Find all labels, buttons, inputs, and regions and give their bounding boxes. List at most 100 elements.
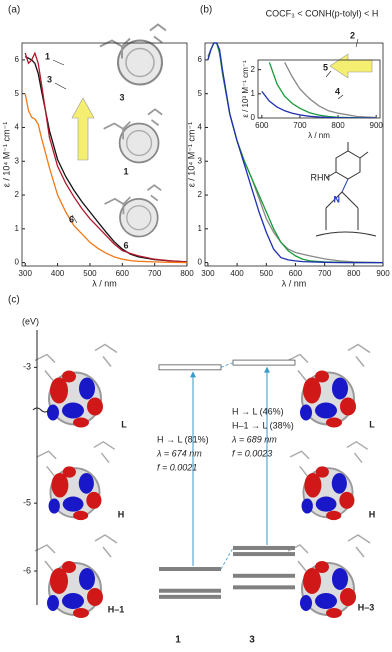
y-tick-label: 4	[198, 123, 203, 132]
x-tick-label: 800	[331, 121, 345, 130]
x-tick-label: 300	[201, 269, 215, 278]
spectrum-line	[24, 93, 188, 264]
spectrum-line	[261, 90, 377, 118]
orbital-label: H	[118, 509, 125, 519]
y-tick-label: 5	[198, 89, 203, 98]
orbital-image	[289, 440, 369, 522]
structure-6	[103, 184, 163, 238]
y-axis-label: ε / 10⁴ M⁻¹ cm⁻¹	[186, 122, 196, 187]
spectrum-line	[207, 42, 383, 264]
x-tick-label: 600	[116, 269, 130, 278]
transition-text: H–1 → L (38%)	[232, 420, 294, 430]
orbital-image	[33, 343, 119, 429]
x-tick-label: 700	[293, 121, 307, 130]
transition-text: H → L (46%)	[232, 406, 284, 416]
x-tick-label: 900	[376, 269, 390, 278]
structure-1	[102, 108, 164, 164]
lumo-level	[232, 359, 296, 366]
x-tick-label: 800	[180, 269, 194, 278]
y-tick-label: 0	[15, 258, 20, 267]
plot-frame	[257, 59, 381, 119]
x-tick-label: 900	[370, 121, 384, 130]
y-tick-label: 0	[198, 258, 203, 267]
transition-text: λ = 689 nm	[231, 434, 277, 444]
x-axis-label: λ / nm	[308, 131, 330, 140]
y-tick-label: 4	[15, 123, 20, 132]
x-tick-label: 700	[148, 269, 162, 278]
label-leader	[52, 59, 65, 66]
panel-label: (a)	[8, 5, 20, 16]
inset-title: COCF₃ < CONH(p-tolyl) < H	[266, 8, 379, 18]
structure-label: 3	[119, 92, 124, 102]
spectrum-line	[24, 55, 188, 263]
plot-frame	[204, 42, 384, 267]
panel-label: (b)	[200, 5, 212, 16]
structure-drawing	[315, 142, 377, 237]
orbital-label: L	[121, 419, 127, 429]
x-axis-label: λ / nm	[92, 278, 117, 288]
axis-break	[32, 407, 50, 413]
y-tick-label: 3	[198, 156, 203, 165]
arrow-head	[264, 366, 270, 373]
transition-text: H → L (81%)	[157, 434, 209, 444]
y-axis-label: ε / 10³ M⁻¹ cm⁻¹	[241, 60, 250, 118]
label-leader	[54, 82, 67, 90]
occupied-level	[159, 594, 221, 599]
compound-label: 3	[249, 635, 255, 646]
occupied-level	[233, 573, 295, 578]
structure-text: N	[334, 194, 341, 204]
transition-text: λ = 674 nm	[156, 448, 202, 458]
y-tick-label: 0	[251, 113, 256, 122]
x-tick-label: 700	[318, 269, 332, 278]
y-tick-label: 2	[15, 190, 20, 199]
y-tick-label: 1	[198, 224, 203, 233]
structure-text: RHN	[311, 172, 331, 182]
series-label: 5	[323, 62, 328, 72]
label-leader	[355, 38, 359, 48]
orbital-image	[286, 343, 372, 429]
x-tick-label: 400	[51, 269, 65, 278]
x-tick-label: 300	[19, 269, 33, 278]
orbital-label: H–3	[358, 602, 375, 612]
x-tick-label: 500	[260, 269, 274, 278]
x-tick-label: 600	[255, 121, 269, 130]
y-tick-label: 2	[251, 65, 256, 74]
x-axis-label: λ / nm	[282, 278, 307, 288]
y-tick-label: 2	[198, 190, 203, 199]
series-label: 3	[47, 74, 52, 84]
occupied-level	[159, 567, 221, 572]
orbital-image	[33, 533, 119, 620]
x-tick-label: 600	[289, 269, 303, 278]
label-leader	[337, 94, 344, 100]
spectrum-line	[207, 42, 383, 264]
orbital-label: L	[369, 419, 375, 429]
arrow-head	[190, 371, 196, 378]
structure-label: 6	[123, 240, 128, 250]
structure-3	[98, 23, 168, 86]
level-connector	[220, 547, 234, 570]
compound-label: 1	[175, 635, 181, 646]
spectrum-line	[24, 51, 188, 263]
label-leader	[325, 70, 332, 78]
structure-label: 1	[123, 166, 128, 176]
transition-text: f = 0.0021	[157, 462, 197, 472]
plot-frame	[21, 42, 188, 267]
y-tick-label: -3	[23, 362, 31, 372]
y-tick-label: 6	[15, 55, 20, 64]
x-tick-label: 400	[230, 269, 244, 278]
orbital-label: H–1	[108, 604, 125, 614]
trend-arrow	[329, 53, 373, 79]
y-tick-label: 1	[15, 224, 20, 233]
occupied-level	[233, 585, 295, 590]
panel-label: (c)	[8, 295, 20, 306]
x-tick-label: 500	[83, 269, 97, 278]
spectrum-line	[207, 42, 384, 264]
orbital-image	[36, 440, 116, 522]
occupied-level	[233, 545, 295, 550]
series-label: 6	[69, 214, 74, 224]
y-tick-label: 6	[198, 55, 203, 64]
y-tick-label: 5	[15, 89, 20, 98]
series-label: 4	[335, 86, 340, 96]
y-tick-label: -5	[23, 498, 31, 508]
